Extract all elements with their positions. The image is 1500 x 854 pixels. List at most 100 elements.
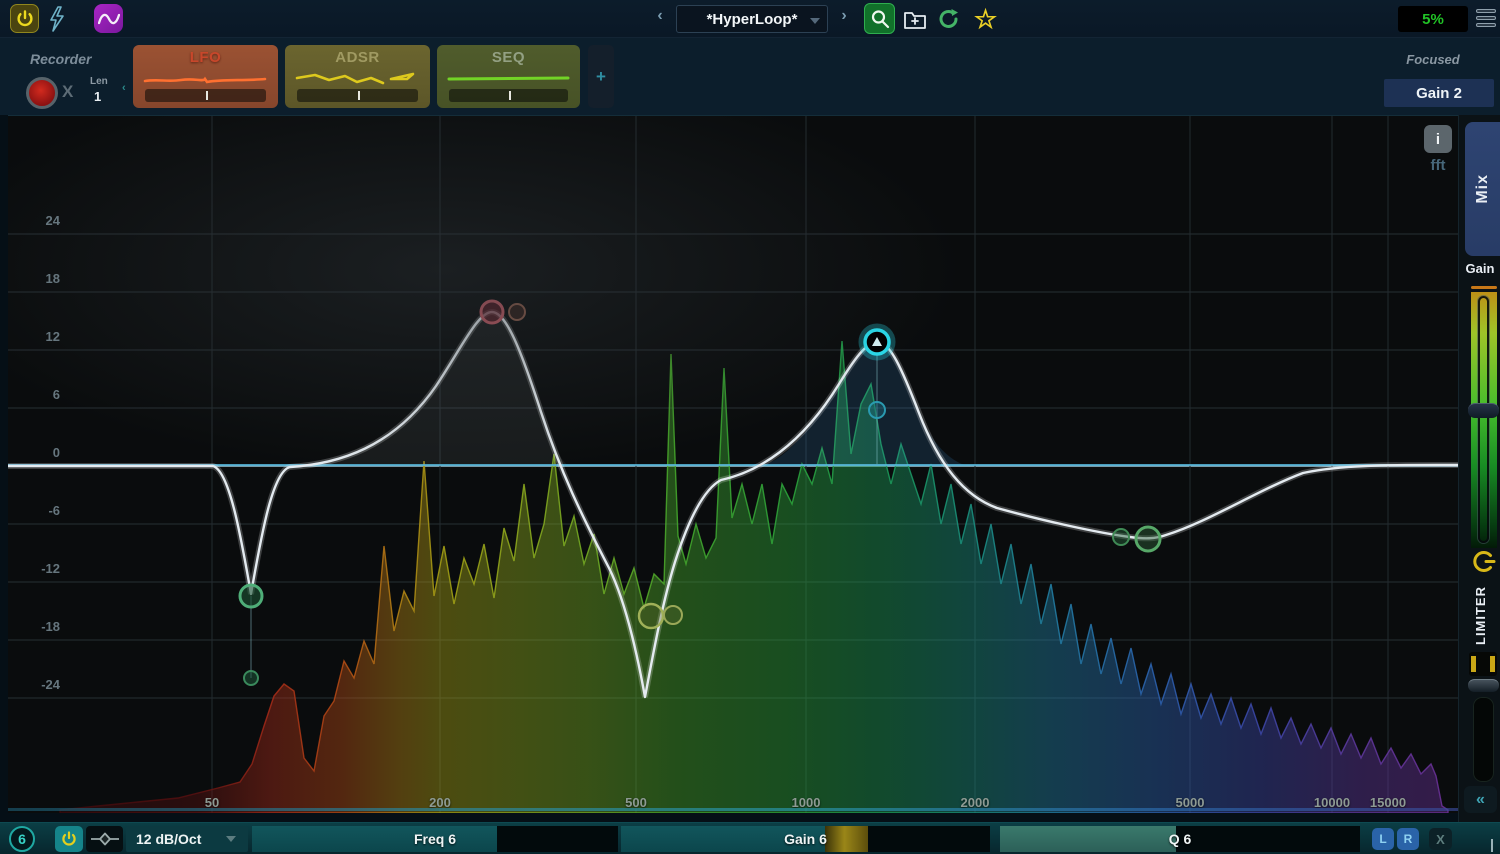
fft-toggle[interactable]: fft xyxy=(1430,157,1446,174)
modulation-row: Recorder X Len 1 ‹ LFO ADSR SEQ + xyxy=(0,38,1500,115)
spectrum-baseline xyxy=(8,808,1460,811)
preset-prev-button[interactable]: ‹ xyxy=(657,7,663,24)
limiter-power-button[interactable] xyxy=(1470,548,1497,575)
length-label: Len xyxy=(90,76,108,87)
right-channel-button[interactable]: R xyxy=(1397,828,1419,850)
length-value[interactable]: 1 xyxy=(94,89,102,104)
display-vignette xyxy=(8,116,1460,813)
gain-slider-fill xyxy=(621,826,825,852)
chevron-down-icon xyxy=(226,836,236,842)
preset-name: *HyperLoop* xyxy=(706,10,798,28)
db-tick-label: 0 xyxy=(52,445,60,460)
recorder-clear-button[interactable]: X xyxy=(62,82,74,101)
freq-tick-label: 15000 xyxy=(1369,795,1407,810)
gain-fader-track[interactable] xyxy=(1478,296,1489,543)
info-button[interactable]: i xyxy=(1424,125,1452,153)
q-slider[interactable]: Q 6 xyxy=(1000,826,1360,852)
band-number-badge[interactable]: 6 xyxy=(9,826,35,852)
record-button[interactable] xyxy=(26,77,58,109)
seq-tab-label: SEQ xyxy=(491,49,526,66)
gain-slider-label: Gain 6 xyxy=(784,831,827,847)
bell-shape-icon xyxy=(90,832,119,846)
menu-button[interactable] xyxy=(1476,9,1496,30)
lightning-icon[interactable] xyxy=(47,6,67,32)
power-icon xyxy=(16,9,33,26)
freq-slider-label: Freq 6 xyxy=(413,831,456,847)
gain-slider[interactable]: Gain 6 xyxy=(621,826,990,852)
preset-selector[interactable]: *HyperLoop* xyxy=(676,5,828,33)
right-sidebar: Mix Gain LIMITER « xyxy=(1458,115,1500,822)
band-control-bar: 6 12 dB/Oct Freq 6 Gain 6 Q 6 xyxy=(0,822,1500,854)
db-tick-label: 18 xyxy=(45,271,60,286)
lfo-tab-label: LFO xyxy=(189,49,222,66)
db-tick-label: -18 xyxy=(41,619,60,634)
top-bar: ‹ *HyperLoop* › ☆ 5% xyxy=(0,0,1500,38)
chevron-left-icon: ‹ xyxy=(122,82,126,94)
db-tick-label: -24 xyxy=(41,677,60,692)
limiter-label: LIMITER xyxy=(1472,585,1488,645)
q-slider-fill xyxy=(1000,826,1176,852)
tab-lfo[interactable]: LFO xyxy=(133,45,278,108)
left-channel-button[interactable]: L xyxy=(1372,828,1394,850)
eq-display[interactable]: 24 18 12 6 0 -6 -12 -18 -24 50 200 500 1000 2000 5000… xyxy=(8,115,1460,813)
adsr-tab-label: ADSR xyxy=(335,49,380,66)
resize-handle[interactable] xyxy=(1491,839,1493,852)
slope-selector[interactable]: 12 dB/Oct xyxy=(126,826,248,852)
q-slider-label: Q 6 xyxy=(1168,831,1192,847)
freq-slider-fill xyxy=(252,826,497,852)
favorite-button[interactable]: ☆ xyxy=(970,3,1001,34)
db-tick-label: -12 xyxy=(41,561,60,576)
limiter-meter xyxy=(1469,652,1497,676)
slope-value: 12 dB/Oct xyxy=(136,831,202,847)
add-modulator-button[interactable]: + xyxy=(588,45,614,108)
freq-slider[interactable]: Freq 6 xyxy=(252,826,618,852)
db-tick-label: -6 xyxy=(48,503,60,518)
limiter-section: LIMITER xyxy=(1459,577,1500,653)
freq-tick-label: 50 xyxy=(204,795,220,810)
collapse-sidebar-button[interactable]: « xyxy=(1464,786,1497,813)
focused-target[interactable]: Gain 2 xyxy=(1384,79,1494,107)
search-button[interactable] xyxy=(864,3,895,34)
tab-adsr[interactable]: ADSR xyxy=(285,45,430,108)
band-shape-button[interactable] xyxy=(86,826,123,852)
preset-next-button[interactable]: › xyxy=(841,7,847,24)
gain-marker xyxy=(1471,286,1497,289)
refresh-icon xyxy=(939,8,958,28)
freq-tick-label: 1000 xyxy=(791,795,821,810)
modulation-icon[interactable] xyxy=(94,4,123,33)
star-icon: ☆ xyxy=(973,3,998,34)
lfo-waveform xyxy=(143,76,267,84)
tab-mix[interactable]: Mix xyxy=(1465,122,1500,256)
save-preset-button[interactable] xyxy=(899,3,930,34)
reload-button[interactable] xyxy=(933,3,964,34)
limiter-knob[interactable] xyxy=(1468,679,1499,692)
power-button[interactable] xyxy=(10,4,39,33)
lfo-slider[interactable] xyxy=(145,89,266,102)
freq-tick-label: 2000 xyxy=(960,795,990,810)
adsr-slider[interactable] xyxy=(297,89,418,102)
gain-fader-knob[interactable] xyxy=(1468,403,1499,418)
adsr-waveform xyxy=(295,72,415,85)
mix-tab-label: Mix xyxy=(1474,174,1491,204)
menu-icon xyxy=(1476,9,1496,13)
gain-fader-label: Gain xyxy=(1465,261,1495,276)
folder-plus-icon xyxy=(903,11,926,29)
freq-tick-label: 200 xyxy=(429,795,451,810)
freq-tick-label: 500 xyxy=(625,795,647,810)
freq-tick-label: 5000 xyxy=(1175,795,1205,810)
db-tick-label: 24 xyxy=(45,213,60,228)
delete-band-button[interactable]: X xyxy=(1429,828,1452,850)
chevron-down-icon xyxy=(810,18,820,24)
band-power-button[interactable] xyxy=(55,826,83,852)
focused-label: Focused xyxy=(1406,52,1460,67)
freq-tick-label: 10000 xyxy=(1313,795,1351,810)
search-icon xyxy=(871,9,889,28)
tab-seq[interactable]: SEQ xyxy=(437,45,580,108)
band-power-icon xyxy=(62,831,76,846)
gain-meter xyxy=(1471,292,1497,548)
limiter-track[interactable] xyxy=(1473,697,1494,782)
db-tick-label: 6 xyxy=(52,387,60,402)
seq-slider[interactable] xyxy=(449,89,568,102)
db-tick-label: 12 xyxy=(45,329,60,344)
